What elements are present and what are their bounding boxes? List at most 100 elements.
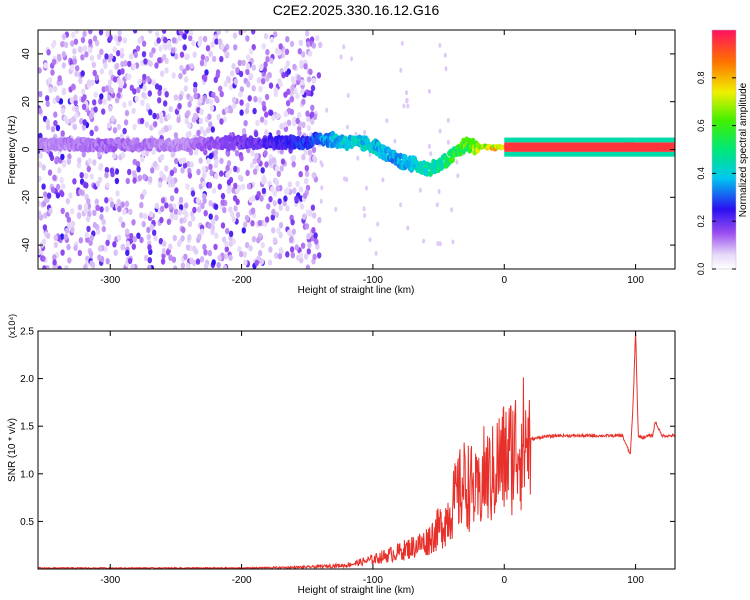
- spectrogram-cell: [435, 202, 439, 208]
- spectrogram-cell: [368, 152, 372, 157]
- spectrogram-cell: [147, 264, 152, 269]
- spectrogram-cell: [159, 216, 164, 224]
- spectrogram-cell: [81, 124, 87, 131]
- spectrogram-cell: [294, 195, 299, 202]
- spectrogram-cell: [254, 259, 259, 267]
- spectrogram-cell: [225, 171, 230, 178]
- spectrogram-cell: [178, 94, 183, 101]
- spectrogram-cell: [80, 54, 85, 61]
- spectrogram-cell: [115, 97, 120, 104]
- spectrogram-cell: [422, 238, 426, 244]
- spectrogram-cell: [211, 218, 216, 226]
- spectrogram-cell: [112, 46, 118, 53]
- spectrogram-cell: [279, 165, 284, 172]
- spectrogram-cell: [285, 205, 290, 212]
- spectrogram-cell: [61, 51, 66, 58]
- spectrogram-cell: [244, 214, 250, 222]
- spectrogram-cell: [339, 54, 343, 60]
- spectrogram-cell: [130, 263, 135, 269]
- spectrogram-cell: [278, 247, 283, 254]
- spectrogram-cell: [229, 211, 235, 218]
- spectrogram-cell: [46, 49, 51, 56]
- spectrogram-cell: [43, 191, 48, 198]
- spectrogram-cell: [298, 186, 304, 193]
- spectrogram-cell: [158, 45, 163, 52]
- colorbar-tick-label: 0.6: [696, 119, 706, 132]
- spectrogram-cell: [258, 249, 263, 257]
- spectrogram-cell: [44, 196, 49, 203]
- x-tick-label: 100: [627, 275, 644, 286]
- spectrogram-cell: [151, 148, 156, 155]
- spectrogram-cell: [72, 58, 78, 65]
- x-tick-label: 100: [627, 575, 644, 586]
- spectrogram-cell: [311, 172, 316, 179]
- spectrogram-cell: [192, 206, 197, 214]
- spectrogram-x-ticks: -300 -200 -100 0 100: [100, 30, 644, 286]
- spectrogram-cell: [74, 70, 79, 78]
- snr-panel: -300 -200 -100 0 100 0.5 1.0 1.5 2.0 2.5 Height …: [7, 314, 676, 596]
- spectrogram-cell: [79, 172, 84, 179]
- spectrogram-cell: [143, 213, 148, 220]
- spectrogram-cell: [258, 85, 263, 93]
- spectrogram-cell: [136, 166, 141, 173]
- spectrogram-cell: [278, 204, 283, 211]
- spectrogram-cell: [166, 218, 172, 225]
- spectrogram-cell: [193, 148, 199, 156]
- spectrogram-cell: [71, 83, 76, 90]
- spectrogram-cell: [283, 195, 288, 202]
- spectrogram-cell: [93, 106, 98, 113]
- spectrogram-cell: [184, 76, 189, 83]
- spectrogram-cell: [157, 57, 162, 64]
- spectrogram-cell: [270, 214, 275, 221]
- spectrogram-cell: [116, 123, 122, 131]
- spectrogram-cell: [140, 155, 145, 163]
- spectrogram-cell: [174, 187, 179, 194]
- spectrogram-cell: [164, 67, 169, 74]
- spectrogram-cell: [177, 103, 182, 110]
- spectrogram-cell: [187, 220, 193, 228]
- spectrogram-cell: [294, 244, 299, 251]
- spectrogram-cell: [41, 255, 46, 262]
- spectrogram-cell: [450, 207, 454, 213]
- spectrogram-cell: [77, 204, 83, 211]
- spectrogram-cell: [173, 208, 179, 215]
- spectrogram-cell: [52, 259, 57, 266]
- spectrogram-cell: [103, 62, 108, 69]
- spectrogram-cell: [278, 222, 284, 229]
- spectrogram-cell: [303, 148, 308, 156]
- spectrogram-cell: [110, 115, 115, 122]
- spectrogram-cell: [157, 89, 162, 97]
- spectrogram-cell: [89, 54, 95, 62]
- spectrogram-cell: [224, 240, 229, 247]
- spectrogram-cell: [218, 85, 223, 93]
- spectrogram-cell: [141, 91, 146, 99]
- spectrogram-cell: [81, 103, 87, 111]
- spectrogram-cell: [399, 67, 403, 73]
- spectrogram-cell: [104, 53, 109, 60]
- spectrogram-cell: [97, 254, 102, 261]
- spectrogram-cell: [184, 202, 189, 209]
- spectrogram-cell: [142, 84, 147, 92]
- spectrogram-cell: [157, 181, 163, 188]
- spectrogram-cell: [73, 38, 79, 45]
- spectrogram-cell: [162, 54, 167, 61]
- spectrogram-cell: [152, 229, 157, 236]
- spectrogram-cell: [141, 40, 147, 47]
- spectrogram-cell: [217, 38, 223, 45]
- x-tick-label: -300: [100, 275, 120, 286]
- spectrogram-cell: [163, 100, 168, 107]
- spectrogram-cell: [135, 160, 141, 168]
- spectrogram-cell: [99, 213, 104, 221]
- spectrogram-cell: [137, 78, 142, 86]
- spectrogram-cell: [202, 172, 207, 179]
- spectrogram-cell: [144, 254, 149, 262]
- spectrogram-cell: [119, 133, 125, 140]
- snr-x-axis-label: Height of straight line (km): [298, 585, 415, 596]
- spectrogram-cell: [61, 62, 66, 69]
- spectrogram-cell: [185, 110, 190, 117]
- spectrogram-cell: [87, 158, 92, 165]
- spectrogram-cell: [310, 204, 316, 211]
- spectrogram-cell: [59, 176, 64, 184]
- spectrogram-cell: [203, 210, 208, 217]
- spectrogram-cell: [232, 32, 238, 39]
